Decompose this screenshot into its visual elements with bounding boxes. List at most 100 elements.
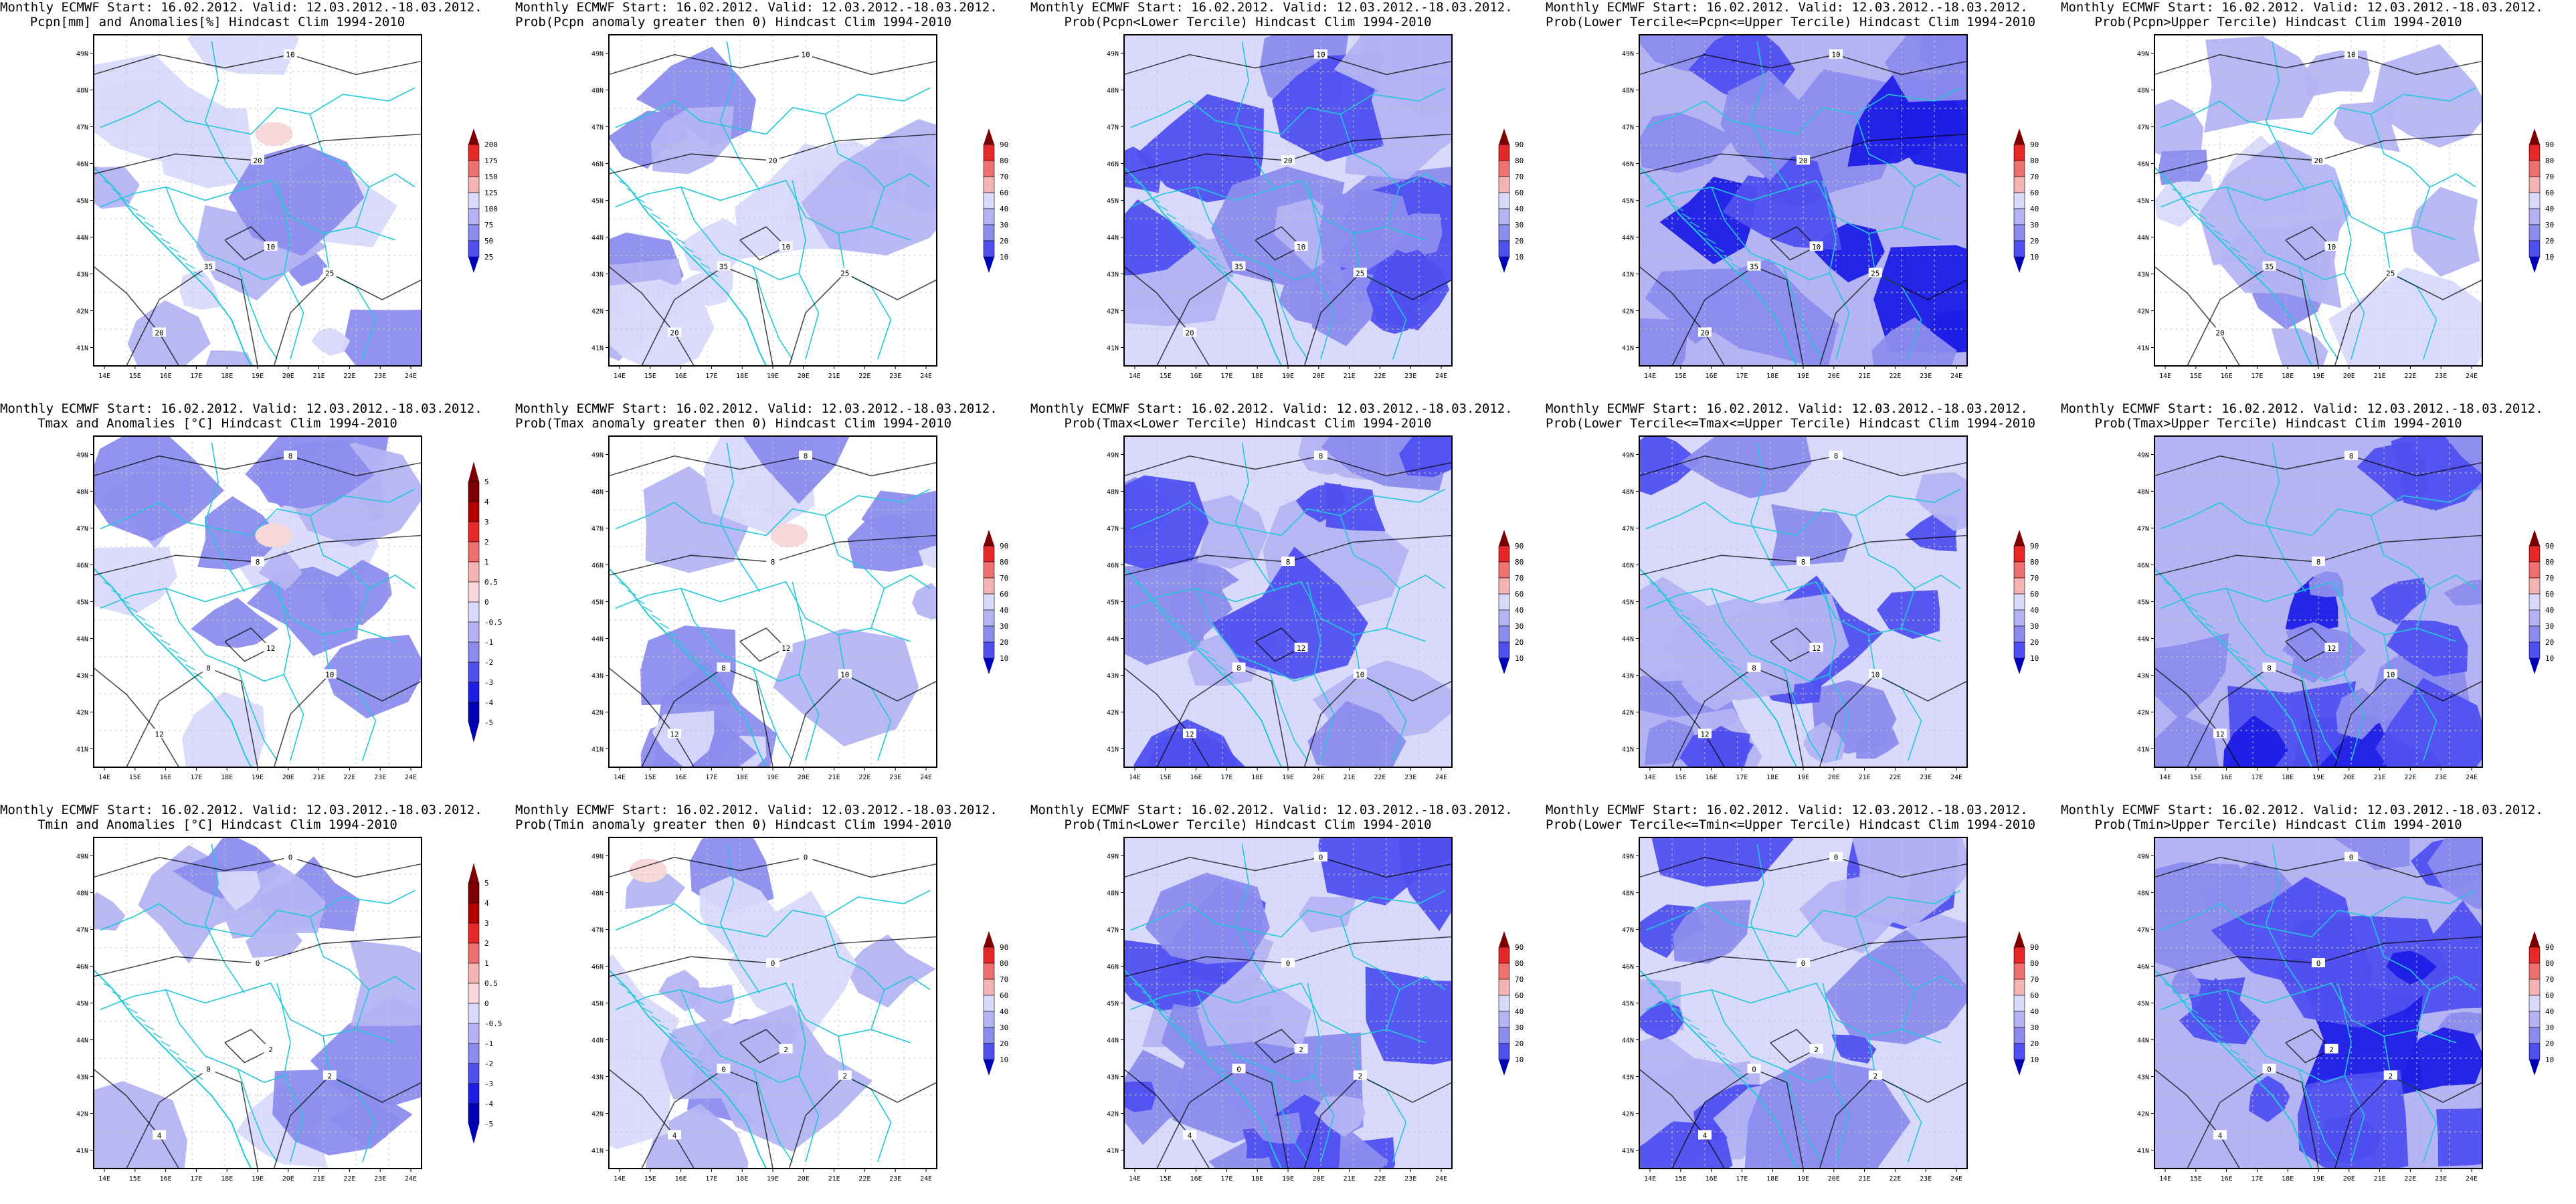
latitude-label: 47N bbox=[76, 526, 88, 533]
contour-line bbox=[1639, 667, 1726, 767]
island bbox=[1149, 999, 1160, 1006]
colorbar-label: 40 bbox=[2545, 1007, 2554, 1016]
longitude-label: 18E bbox=[1766, 373, 1778, 380]
longitude-label: 22E bbox=[1374, 1175, 1386, 1183]
island bbox=[676, 1040, 686, 1047]
island bbox=[2245, 1065, 2256, 1072]
island bbox=[2237, 656, 2248, 662]
longitude-label: 20E bbox=[2343, 774, 2355, 781]
latitude-label: 47N bbox=[1622, 526, 1634, 533]
longitude-label: 20E bbox=[1313, 774, 1325, 781]
shaded-area bbox=[2328, 267, 2482, 366]
country-border bbox=[355, 173, 416, 227]
country-border bbox=[2226, 588, 2345, 682]
country-border bbox=[355, 574, 416, 629]
island bbox=[2254, 1074, 2264, 1080]
latitude-label: 45N bbox=[591, 198, 604, 205]
island bbox=[2237, 254, 2248, 261]
map-panel: Monthly ECMWF Start: 16.02.2012. Valid: … bbox=[515, 401, 1030, 803]
contour-line bbox=[1639, 856, 1967, 878]
longitude-label: 24E bbox=[405, 774, 417, 781]
shaded-area bbox=[187, 35, 299, 75]
longitude-label: 23E bbox=[374, 1175, 386, 1183]
panel-title-line1: Monthly ECMWF Start: 16.02.2012. Valid: … bbox=[2061, 803, 2543, 817]
shaded-area bbox=[845, 934, 936, 1008]
country-border bbox=[2160, 87, 2476, 135]
country-border bbox=[309, 916, 370, 991]
latitude-label: 49N bbox=[591, 452, 604, 460]
country-border bbox=[870, 975, 931, 1030]
colorbar-label: -5 bbox=[484, 1120, 493, 1128]
latitude-label: 44N bbox=[2137, 636, 2149, 643]
colorbar-label: 20 bbox=[2030, 237, 2039, 245]
colorbar-label: 5 bbox=[484, 478, 489, 486]
contour-label: 8 bbox=[1801, 558, 1806, 567]
island bbox=[1174, 1024, 1185, 1031]
country-border bbox=[2160, 581, 2457, 642]
country-border bbox=[165, 187, 284, 281]
island bbox=[2164, 581, 2175, 588]
panel-title: Monthly ECMWF Start: 16.02.2012. Valid: … bbox=[1546, 0, 2035, 29]
longitude-label: 18E bbox=[221, 373, 233, 380]
coastline bbox=[1639, 568, 1798, 767]
colorbar-label: 90 bbox=[2545, 542, 2554, 550]
island bbox=[709, 271, 719, 278]
shaded-area bbox=[1915, 472, 1967, 531]
shaded-area bbox=[1124, 553, 1208, 666]
shaded-area bbox=[801, 134, 937, 256]
longitude-label: 17E bbox=[1736, 1175, 1748, 1183]
map-panel: Monthly ECMWF Start: 16.02.2012. Valid: … bbox=[2061, 803, 2576, 1204]
latitude-label: 45N bbox=[1107, 1001, 1119, 1008]
island bbox=[1673, 606, 1683, 613]
island bbox=[1166, 213, 1177, 219]
shaded-area bbox=[2297, 1070, 2409, 1169]
coastline bbox=[609, 969, 767, 1169]
country-border bbox=[1645, 581, 1942, 642]
latitude-label: 47N bbox=[591, 526, 604, 533]
latitude-label: 44N bbox=[76, 1037, 88, 1045]
latitude-label: 46N bbox=[2137, 964, 2149, 971]
island bbox=[1722, 656, 1733, 662]
shaded-area bbox=[743, 436, 850, 504]
latitude-label: 49N bbox=[591, 854, 604, 861]
longitude-label: 21E bbox=[2374, 373, 2386, 380]
longitude-label: 23E bbox=[2435, 1175, 2447, 1183]
country-border bbox=[1750, 41, 1791, 191]
colorbar-label: 175 bbox=[484, 157, 498, 165]
country-border bbox=[2370, 515, 2431, 589]
island bbox=[1714, 246, 1725, 253]
island bbox=[103, 581, 114, 588]
island bbox=[1697, 1032, 1708, 1039]
colorbar-label: 90 bbox=[2030, 943, 2039, 952]
panel-title: Monthly ECMWF Start: 16.02.2012. Valid: … bbox=[1030, 803, 1513, 832]
shaded-area bbox=[1799, 870, 1912, 954]
panel-title-line1: Monthly ECMWF Start: 16.02.2012. Valid: … bbox=[515, 803, 998, 817]
latitude-label: 42N bbox=[1622, 308, 1634, 316]
latitude-label: 41N bbox=[76, 345, 88, 353]
latitude-label: 49N bbox=[2137, 854, 2149, 861]
contour-line bbox=[1639, 455, 1967, 477]
colorbar-label: 60 bbox=[2545, 991, 2554, 1000]
country-border bbox=[1130, 581, 1427, 642]
coastline bbox=[1124, 167, 1283, 366]
longitude-label: 24E bbox=[2466, 774, 2478, 781]
shaded-area bbox=[205, 350, 254, 366]
longitude-label: 21E bbox=[313, 774, 325, 781]
contour-line bbox=[1124, 266, 1210, 366]
shaded-area bbox=[699, 876, 777, 954]
island bbox=[1166, 614, 1177, 621]
longitude-label: 19E bbox=[252, 1175, 264, 1183]
contour-line bbox=[609, 667, 695, 767]
contour-label: 12 bbox=[266, 644, 275, 653]
colorbar-label: 80 bbox=[2030, 157, 2039, 165]
shaded-area bbox=[1370, 304, 1422, 334]
panel-title-line1: Monthly ECMWF Start: 16.02.2012. Valid: … bbox=[2061, 0, 2543, 15]
latitude-label: 44N bbox=[591, 636, 604, 643]
colorbar-label: 70 bbox=[2030, 975, 2039, 984]
island bbox=[1706, 639, 1716, 646]
shaded-area bbox=[2223, 715, 2288, 767]
island bbox=[2172, 589, 2183, 596]
shaded-area bbox=[1318, 837, 1452, 906]
map-plot: 10 20 35 25 10 20 49N 48N 47N 46N 45N 44N 43N 42N 41N 1… bbox=[76, 34, 422, 380]
island bbox=[618, 983, 629, 989]
